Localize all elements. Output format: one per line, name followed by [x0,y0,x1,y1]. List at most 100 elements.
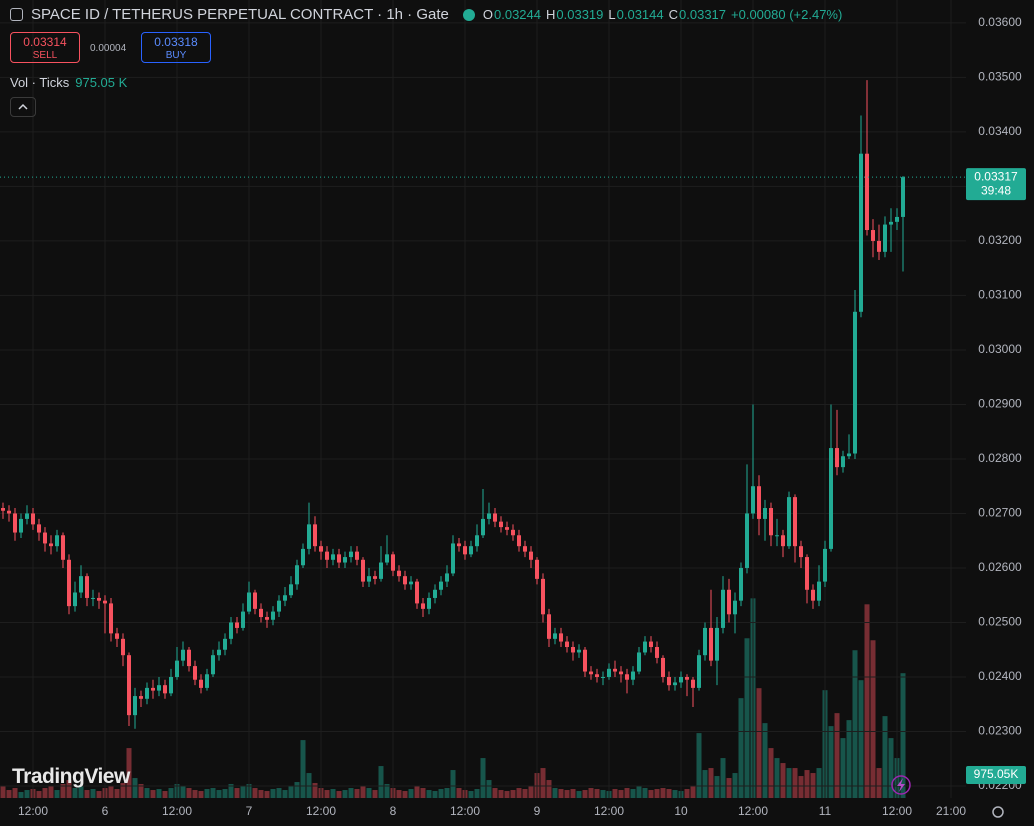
candle-body [55,535,59,547]
candle-body [25,513,29,519]
y-tick-label: 0.02300 [978,724,1022,738]
symbol-icon[interactable] [10,8,23,21]
volume-bar [762,723,768,798]
volume-bar [816,768,822,798]
candle-body [727,589,731,615]
volume-bar [18,792,24,798]
volume-bar [486,780,492,798]
candle-body [601,676,605,678]
volume-bar [660,788,666,798]
volume-bar [636,786,642,798]
volume-bar [714,776,720,798]
alert-icon[interactable] [891,775,911,795]
candle-body [661,657,665,677]
candle-body [355,551,359,560]
ohlc-open: O0.03244 [483,7,541,22]
settings-icon[interactable] [992,806,1004,818]
ohlc-label: L [608,7,616,22]
volume-bar [834,713,840,798]
volume-bar [240,786,246,798]
candle-body [331,554,335,560]
candle-body [217,649,221,656]
candle-body [283,595,287,601]
candle-body [781,535,785,547]
volume-bar [384,784,390,798]
volume-bar [222,789,228,798]
candle-body [853,311,857,454]
volume-bar [480,758,486,798]
volume-bar [456,788,462,798]
sell-button[interactable]: 0.03314 SELL [10,32,80,63]
candle-body [745,513,749,568]
ohlc-label: H [546,7,556,22]
candle-body [373,576,377,579]
candle-body [589,671,593,675]
candle-body [847,453,851,457]
volume-bar [654,789,660,798]
volume-bar [180,786,186,798]
volume-bar [24,790,30,798]
x-tick-label: 12:00 [18,804,48,818]
candle-body [679,676,683,683]
y-tick-label: 0.03000 [978,342,1022,356]
candle-layer [1,80,905,729]
volume-bar [36,791,42,798]
candle-body [343,557,347,563]
volume-bar [648,790,654,798]
volume-bar [888,738,894,798]
volume-bar [198,791,204,798]
change: +0.00080 (+2.47%) [731,7,843,22]
candle-body [511,529,515,536]
x-tick-label: 12:00 [162,804,192,818]
candle-body [289,584,293,596]
candle-body [247,592,251,612]
y-tick-label: 0.03500 [978,70,1022,84]
candle-body [769,508,773,536]
volume-bar [426,790,432,798]
candle-body [823,548,827,582]
candle-body [295,565,299,585]
chevron [18,103,28,110]
candle-body [79,576,83,593]
volume-bar [864,604,870,798]
candle-body [187,649,191,667]
volume-bar [444,788,450,798]
candle-body [133,696,137,716]
y-tick-label: 0.03600 [978,15,1022,29]
volume-bar [582,790,588,798]
candle-body [19,518,23,533]
volume-bar [114,789,120,798]
collapse-button[interactable] [10,97,36,117]
candle-body [811,589,815,601]
volume-bar [270,789,276,798]
volume-bar [672,790,678,798]
price-badge [966,168,1026,201]
volume-bar [684,789,690,798]
x-tick-label: 12:00 [738,804,768,818]
volume-bar [156,789,162,798]
candle-body [421,603,425,609]
candle-body [427,597,431,609]
volume-bar [288,786,294,798]
candle-body [415,581,419,604]
volume-bar [312,783,318,798]
candle-body [805,557,809,590]
y-tick-label: 0.03100 [978,288,1022,302]
candle-body [799,546,803,558]
candle-body [403,576,407,585]
candle-body [577,649,581,653]
candle-body [307,524,311,549]
volume-bar [228,784,234,798]
candle-body [793,497,797,547]
volume-bar [90,789,96,798]
volume-bar [408,789,414,798]
volume-bar [852,650,858,798]
candle-body [697,655,701,688]
buy-button[interactable]: 0.03318 BUY [141,32,211,63]
candle-body [721,589,725,628]
ohlc-value: 0.03144 [616,7,664,22]
volume-bar [540,768,546,798]
volume-bar [792,768,798,798]
candle-body [433,589,437,598]
